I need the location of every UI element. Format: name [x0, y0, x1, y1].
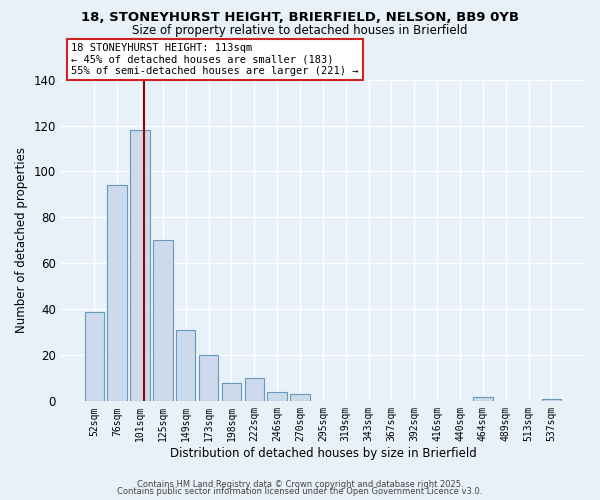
Bar [85, 312, 104, 402]
Bar [290, 394, 310, 402]
Bar [130, 130, 150, 402]
Text: 18, STONEYHURST HEIGHT, BRIERFIELD, NELSON, BB9 0YB: 18, STONEYHURST HEIGHT, BRIERFIELD, NELS… [81, 11, 519, 24]
X-axis label: Distribution of detached houses by size in Brierfield: Distribution of detached houses by size … [170, 447, 476, 460]
Text: Contains public sector information licensed under the Open Government Licence v3: Contains public sector information licen… [118, 488, 482, 496]
Y-axis label: Number of detached properties: Number of detached properties [15, 148, 28, 334]
Text: 18 STONEYHURST HEIGHT: 113sqm
← 45% of detached houses are smaller (183)
55% of : 18 STONEYHURST HEIGHT: 113sqm ← 45% of d… [71, 43, 359, 76]
Text: Contains HM Land Registry data © Crown copyright and database right 2025.: Contains HM Land Registry data © Crown c… [137, 480, 463, 489]
Bar [542, 399, 561, 402]
Bar [153, 240, 173, 402]
Bar [107, 186, 127, 402]
Bar [245, 378, 264, 402]
Bar [199, 356, 218, 402]
Bar [268, 392, 287, 402]
Bar [222, 383, 241, 402]
Bar [473, 396, 493, 402]
Text: Size of property relative to detached houses in Brierfield: Size of property relative to detached ho… [132, 24, 468, 37]
Bar [176, 330, 196, 402]
